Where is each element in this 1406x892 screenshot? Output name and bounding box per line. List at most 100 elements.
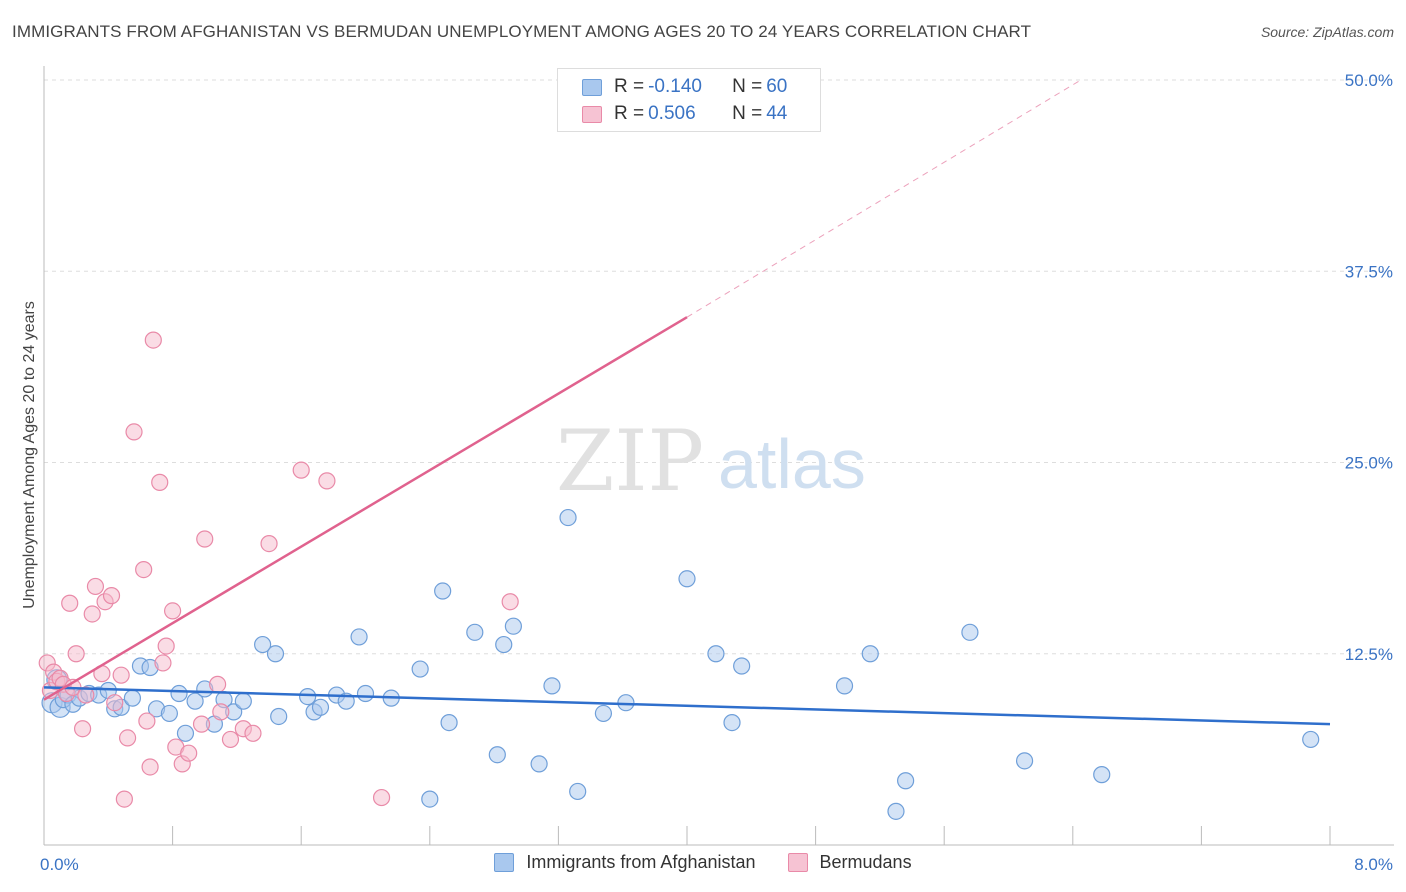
afghanistan-point <box>160 704 178 723</box>
afghanistan-point <box>504 617 522 635</box>
afghanistan-point <box>234 692 252 710</box>
afghanistan-point <box>733 657 751 675</box>
afghanistan-point <box>1302 730 1320 749</box>
y-tick-label: 25.0% <box>1345 454 1393 473</box>
bermudan-point <box>106 694 124 712</box>
bermudan-point <box>73 720 92 738</box>
stats-box: R = -0.140 N = 60 R = 0.506 N = 44 <box>557 68 821 132</box>
stats-row-bermudans: R = 0.506 N = 44 <box>582 101 787 127</box>
bermudan-point <box>292 461 310 479</box>
afghanistan-point <box>835 677 854 695</box>
x-tick-label: 0.0% <box>40 855 79 874</box>
stats-n-value: 60 <box>766 76 788 97</box>
watermark: ZIP atlas <box>556 412 866 510</box>
afghanistan-point <box>440 713 458 732</box>
stats-n-label: N = <box>732 103 763 124</box>
afghanistan-point <box>356 684 375 703</box>
afghanistan-point <box>299 687 317 706</box>
legend-swatch-blue <box>494 853 515 872</box>
bermudan-point <box>372 788 391 807</box>
bermudan-point <box>318 472 336 490</box>
afghanistan-point <box>123 689 142 707</box>
bermudan-point <box>221 730 240 749</box>
afghanistan-point <box>707 645 725 663</box>
afghanistan-point <box>186 692 204 710</box>
bermudan-point <box>196 530 214 548</box>
legend-item-bermudans[interactable]: Bermudans <box>787 852 912 873</box>
point-layer <box>38 331 1320 820</box>
afghanistan-point <box>488 746 506 764</box>
bermudan-point <box>118 729 137 747</box>
watermark-zip: ZIP <box>556 412 704 510</box>
afghanistan-point <box>411 660 429 678</box>
afghanistan-point <box>1093 766 1111 784</box>
stats-swatch-blue <box>582 78 602 96</box>
bermudan-point <box>260 534 278 553</box>
bermudan-point <box>83 605 101 623</box>
afghanistan-point <box>270 707 288 726</box>
afghanistan-point <box>311 698 330 716</box>
grid-layer <box>44 79 1394 655</box>
afghanistan-point <box>466 623 484 641</box>
stats-swatch-pink <box>582 105 602 123</box>
afghanistan-point <box>434 582 452 600</box>
axis-layer <box>43 66 1394 846</box>
afghanistan-point <box>569 782 587 801</box>
bermudan-point <box>212 703 230 721</box>
bermudan-point <box>180 744 198 762</box>
afghanistan-point <box>678 570 696 588</box>
bermudan-point <box>209 675 227 693</box>
afghanistan-point <box>254 635 272 654</box>
bermudan-point <box>77 686 95 704</box>
bermudan-point <box>141 758 159 776</box>
bermudan-point <box>144 331 162 349</box>
bermudan-point <box>151 473 169 491</box>
bermudan-point <box>86 577 105 596</box>
afghanistan-point <box>266 645 285 663</box>
afghanistan-point <box>421 790 439 808</box>
legend-label: Immigrants from Afghanistan <box>526 852 756 872</box>
x-tick-label: 8.0% <box>1354 855 1393 874</box>
stats-row-afghanistan: R = -0.140 N = 60 <box>582 74 787 100</box>
label-layer: 12.5% 25.0% 37.5% 50.0% 0.0% 8.0% <box>40 71 1393 874</box>
bermudan-point <box>164 602 182 620</box>
chart-title: IMMIGRANTS FROM AFGHANISTAN VS BERMUDAN … <box>12 22 1032 41</box>
bermudan-point <box>244 724 262 742</box>
stats-r-label: R = <box>614 76 645 97</box>
afghanistan-point <box>176 724 195 742</box>
afghanistan-point <box>350 628 368 646</box>
afghanistan-point <box>887 802 905 820</box>
stats-n-label: N = <box>732 76 763 97</box>
afghanistan-point <box>495 635 513 654</box>
legend-swatch-pink <box>787 853 808 872</box>
stats-r-label: R = <box>614 103 645 124</box>
bermudan-point <box>125 423 143 441</box>
y-tick-label: 12.5% <box>1345 645 1393 664</box>
bermudan-point <box>115 790 133 808</box>
afghanistan-point <box>961 623 979 641</box>
afghanistan-point <box>170 684 188 703</box>
stats-n-value: 44 <box>766 103 788 124</box>
bermudan-point <box>154 654 172 672</box>
y-tick-label: 37.5% <box>1345 262 1393 281</box>
afghanistan-point <box>543 677 561 695</box>
bermudan-point <box>102 587 121 605</box>
afghanistan-point <box>559 508 577 527</box>
bermudan-point <box>61 594 79 612</box>
source-label: Source: ZipAtlas.com <box>1260 24 1394 40</box>
trend-layer <box>43 79 1331 726</box>
legend-item-afghanistan[interactable]: Immigrants from Afghanistan <box>494 852 756 873</box>
bermudan-point <box>67 645 85 663</box>
afghanistan-point <box>1015 752 1034 770</box>
bermudan-point <box>135 560 153 579</box>
stats-r-value: -0.140 <box>648 76 702 97</box>
afghanistan-trend-line <box>43 686 1331 726</box>
bermudan-point <box>138 712 156 730</box>
afghanistan-point <box>594 704 613 723</box>
bermudan-point <box>501 593 519 611</box>
afghanistan-point <box>897 772 915 790</box>
afghanistan-point <box>723 713 741 732</box>
legend: Immigrants from Afghanistan Bermudans <box>0 852 1406 873</box>
bermudan-point <box>192 715 211 733</box>
bermudan-trend-line <box>43 316 688 701</box>
